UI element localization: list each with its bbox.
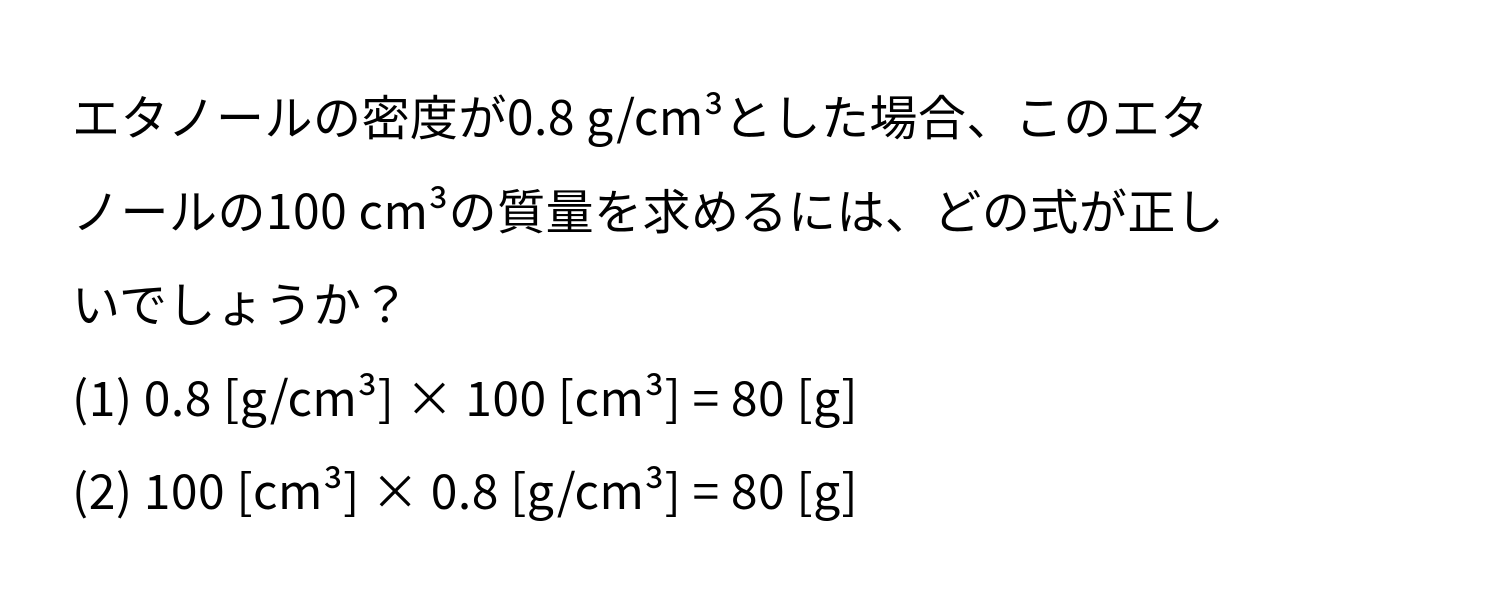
option-2: (2) 100 [cm³] × 0.8 [g/cm³] = 80 [g] (72, 442, 1428, 536)
question-line-1: エタノールの密度が0.8 g/cm³とした場合、このエタ (72, 68, 1428, 162)
question-line-3: いでしょうか？ (72, 255, 1428, 349)
question-text: エタノールの密度が0.8 g/cm³とした場合、このエタ ノールの100 cm³… (72, 68, 1428, 536)
option-1: (1) 0.8 [g/cm³] × 100 [cm³] = 80 [g] (72, 349, 1428, 443)
question-line-2: ノールの100 cm³の質量を求めるには、どの式が正し (72, 162, 1428, 256)
